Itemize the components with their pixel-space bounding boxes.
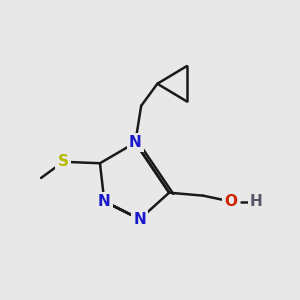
Text: S: S <box>58 154 69 169</box>
Text: O: O <box>224 194 238 209</box>
Text: H: H <box>250 194 263 209</box>
Text: N: N <box>133 212 146 227</box>
Text: N: N <box>129 135 142 150</box>
Text: N: N <box>98 194 111 209</box>
